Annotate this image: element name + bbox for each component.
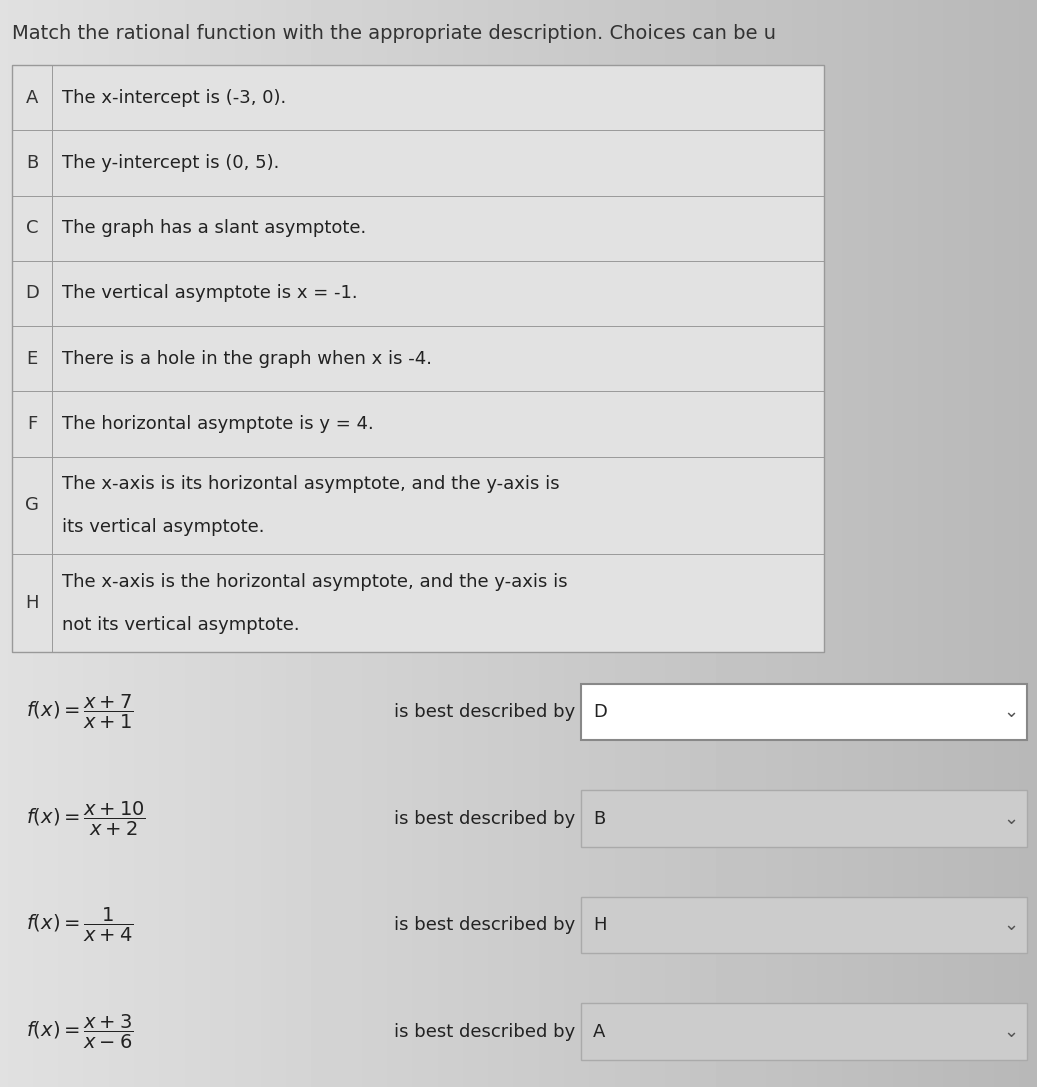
Text: The horizontal asymptote is y = 4.: The horizontal asymptote is y = 4.: [62, 415, 374, 433]
FancyBboxPatch shape: [581, 1003, 1027, 1060]
Text: is best described by: is best described by: [394, 1023, 576, 1040]
Text: D: D: [25, 285, 39, 302]
Text: B: B: [593, 810, 606, 827]
Text: The vertical asymptote is x = -1.: The vertical asymptote is x = -1.: [62, 285, 358, 302]
Text: $f(x) = \dfrac{x+10}{x+2}$: $f(x) = \dfrac{x+10}{x+2}$: [26, 799, 146, 838]
Text: its vertical asymptote.: its vertical asymptote.: [62, 518, 264, 536]
Text: ⌄: ⌄: [1004, 916, 1018, 934]
Text: The x-intercept is (-3, 0).: The x-intercept is (-3, 0).: [62, 89, 286, 107]
Text: C: C: [26, 220, 38, 237]
Text: F: F: [27, 415, 37, 433]
FancyBboxPatch shape: [12, 65, 824, 652]
Text: H: H: [25, 595, 39, 612]
Text: E: E: [27, 350, 37, 367]
Text: The x-axis is its horizontal asymptote, and the y-axis is: The x-axis is its horizontal asymptote, …: [62, 475, 560, 492]
Text: D: D: [593, 703, 607, 721]
Text: is best described by: is best described by: [394, 916, 576, 934]
Text: There is a hole in the graph when x is -4.: There is a hole in the graph when x is -…: [62, 350, 432, 367]
Text: H: H: [593, 916, 607, 934]
Text: ⌄: ⌄: [1004, 810, 1018, 827]
FancyBboxPatch shape: [581, 684, 1027, 740]
Text: The graph has a slant asymptote.: The graph has a slant asymptote.: [62, 220, 366, 237]
Text: $f(x) = \dfrac{1}{x+4}$: $f(x) = \dfrac{1}{x+4}$: [26, 905, 134, 945]
Text: Match the rational function with the appropriate description. Choices can be u: Match the rational function with the app…: [12, 24, 777, 42]
Text: not its vertical asymptote.: not its vertical asymptote.: [62, 616, 300, 634]
Text: The y-intercept is (0, 5).: The y-intercept is (0, 5).: [62, 154, 280, 172]
Text: B: B: [26, 154, 38, 172]
Text: $f(x) = \dfrac{x+7}{x+1}$: $f(x) = \dfrac{x+7}{x+1}$: [26, 692, 134, 732]
FancyBboxPatch shape: [581, 790, 1027, 847]
Text: G: G: [25, 497, 39, 514]
Text: The x-axis is the horizontal asymptote, and the y-axis is: The x-axis is the horizontal asymptote, …: [62, 573, 568, 590]
Text: A: A: [26, 89, 38, 107]
Text: is best described by: is best described by: [394, 810, 576, 827]
Text: A: A: [593, 1023, 606, 1040]
Text: ⌄: ⌄: [1004, 703, 1018, 721]
Text: is best described by: is best described by: [394, 703, 576, 721]
Text: ⌄: ⌄: [1004, 1023, 1018, 1040]
FancyBboxPatch shape: [581, 897, 1027, 953]
Text: $f(x) = \dfrac{x+3}{x-6}$: $f(x) = \dfrac{x+3}{x-6}$: [26, 1012, 134, 1051]
